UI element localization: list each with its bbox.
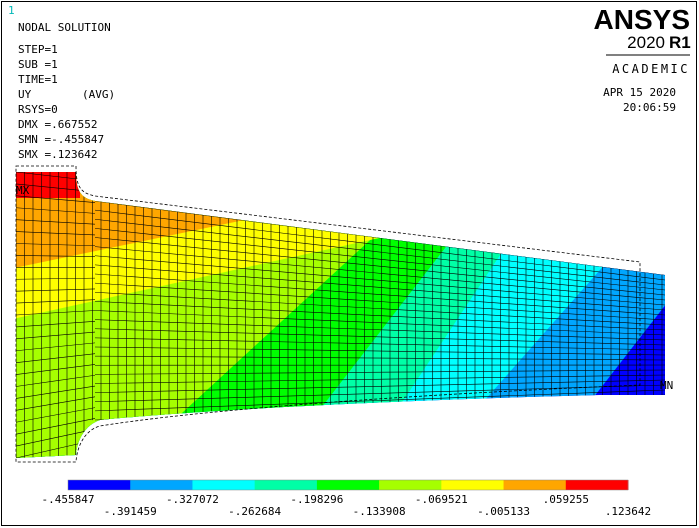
- mesh-line: [94, 246, 665, 301]
- legend-label: -.262684: [228, 505, 281, 518]
- legend-label: -.005133: [477, 505, 530, 518]
- header-time: TIME=1: [18, 73, 58, 86]
- window-number: 1: [8, 4, 15, 17]
- header-quantity: UY: [18, 88, 32, 101]
- legend-band: [130, 480, 193, 490]
- header-step: STEP=1: [18, 43, 58, 56]
- mesh-line: [16, 310, 96, 316]
- legend-band: [316, 480, 380, 490]
- logo-release: R1: [669, 33, 691, 52]
- legend-band: [441, 480, 505, 490]
- mesh-line: [94, 310, 665, 336]
- legend-frame: [67, 479, 629, 491]
- mesh-line: [94, 319, 665, 341]
- mesh-line: [16, 288, 96, 292]
- header-smx: SMX =.123642: [18, 148, 97, 161]
- mesh-line: [16, 385, 96, 399]
- legend-label: .123642: [605, 505, 651, 518]
- mesh-line: [16, 219, 96, 225]
- mesh-line: [16, 320, 96, 328]
- mesh-line: [16, 418, 96, 435]
- mesh-line: [16, 243, 96, 247]
- mesh-line: [16, 255, 96, 257]
- max-marker: MX: [16, 184, 30, 197]
- header-smn: SMN =-.455847: [18, 133, 104, 146]
- contour-band: [16, 172, 665, 324]
- legend: -.455847 -.391459 -.327072 -.262684 -.198296…: [42, 479, 651, 518]
- legend-label: -.327072: [166, 493, 219, 506]
- legend-band: [254, 480, 318, 490]
- mesh-line: [16, 299, 96, 304]
- mesh-line: [16, 353, 96, 363]
- legend-label: -.455847: [42, 493, 95, 506]
- legend-band: [503, 480, 567, 490]
- legend-label: -.133908: [353, 505, 406, 518]
- mesh-line: [94, 346, 665, 356]
- header-title: NODAL SOLUTION: [18, 21, 111, 34]
- header-rsys: RSYS=0: [18, 103, 58, 116]
- mesh-line: [16, 364, 96, 375]
- header-substep: SUB =1: [18, 58, 58, 71]
- mesh-line: [94, 389, 665, 412]
- mesh-line: [16, 231, 96, 236]
- undeformed-outline: [15, 165, 641, 463]
- logo-version: 2020: [627, 33, 665, 52]
- mesh-line: [94, 374, 665, 384]
- mesh-line: [16, 195, 96, 203]
- logo-brand: ANSYS: [594, 4, 690, 35]
- mesh-line: [94, 264, 665, 311]
- legend-band: [379, 480, 442, 490]
- mesh-line: [16, 374, 96, 387]
- min-marker: MN: [660, 379, 673, 392]
- mesh-line: [16, 428, 96, 447]
- mesh-line: [94, 228, 665, 291]
- legend-band: [68, 480, 131, 490]
- header-dmx: DMX =.667552: [18, 118, 97, 131]
- mesh-line: [94, 273, 665, 316]
- mesh-line: [16, 207, 96, 214]
- legend-label: -.198296: [290, 493, 343, 506]
- mesh-line: [16, 342, 96, 352]
- header-averaging: (AVG): [82, 88, 115, 101]
- legend-label: -.391459: [104, 505, 157, 518]
- mesh-line: [94, 209, 665, 281]
- time: 20:06:59: [623, 101, 676, 114]
- mesh-line: [94, 337, 665, 351]
- mesh-line: [94, 255, 665, 306]
- mesh-line: [94, 355, 665, 361]
- date: APR 15 2020: [603, 86, 676, 99]
- mesh-line: [94, 369, 665, 375]
- mesh-line: [16, 277, 96, 280]
- mesh-line: [94, 237, 665, 296]
- mesh-line: [94, 328, 665, 346]
- legend-label: .059255: [543, 493, 589, 506]
- legend-band: [565, 480, 629, 490]
- mesh-line: [94, 218, 665, 286]
- mesh-line: [94, 379, 665, 393]
- logo-edition: ACADEMIC: [612, 62, 690, 76]
- legend-label: -.069521: [415, 493, 468, 506]
- legend-band: [192, 480, 256, 490]
- mesh-line: [16, 407, 96, 423]
- mesh-line: [94, 282, 665, 321]
- mesh-line: [94, 301, 665, 331]
- mesh-line: [16, 331, 96, 340]
- mesh-line: [16, 396, 96, 411]
- mesh-line: [94, 291, 665, 326]
